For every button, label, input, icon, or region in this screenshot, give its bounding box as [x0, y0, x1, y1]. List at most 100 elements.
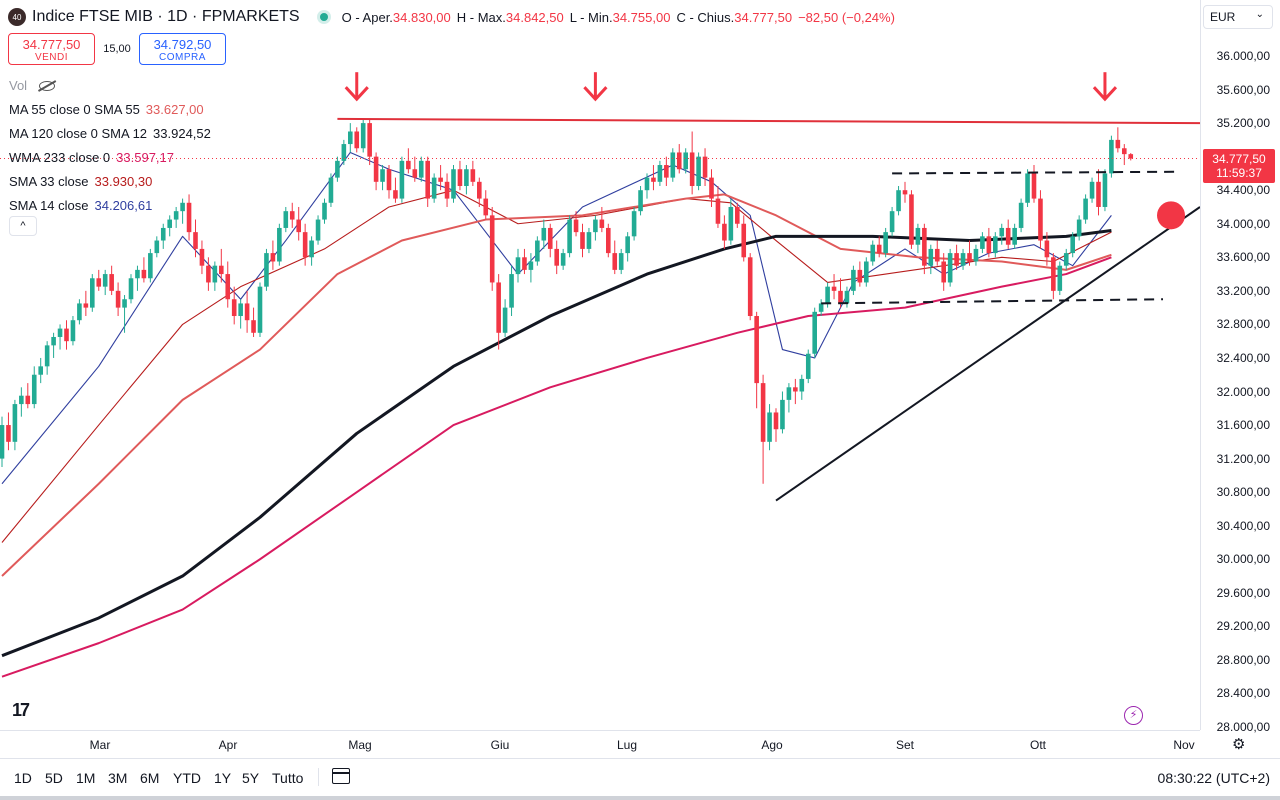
buy-button[interactable]: 34.792,50 COMPRA: [139, 33, 226, 65]
candle-body: [851, 269, 856, 291]
candle-body: [315, 219, 321, 241]
vol-label: Vol: [9, 78, 28, 93]
candle-body: [780, 399, 785, 430]
candle-body: [689, 152, 695, 187]
candle-body: [831, 286, 837, 291]
candle-body: [1018, 202, 1024, 228]
price-chart[interactable]: [0, 0, 1200, 730]
price-tick-label: 35.200,00: [1216, 116, 1270, 131]
time-axis[interactable]: Mar Apr Mag Giu Lug Ago Set Ott Nov: [0, 730, 1200, 758]
sell-price: 34.777,50: [22, 37, 81, 52]
candle-body: [864, 261, 869, 283]
timeframe-button-1y[interactable]: 1Y: [214, 770, 232, 786]
candle-body: [393, 190, 398, 199]
candle-body: [457, 169, 463, 187]
tradingview-logo-icon[interactable]: 17: [12, 700, 30, 720]
candle-body: [425, 160, 430, 199]
candle-body: [735, 206, 740, 224]
lightning-icon[interactable]: ⚡: [1124, 706, 1143, 725]
candle-body: [302, 232, 308, 258]
candle-body: [670, 152, 676, 178]
candle-body: [883, 232, 888, 254]
eye-hidden-icon[interactable]: [39, 81, 56, 91]
time-tick-label: Mar: [89, 738, 111, 752]
price-tick-label: 32.400,00: [1216, 350, 1270, 365]
candle-body: [535, 240, 540, 262]
symbol-logo-badge[interactable]: 40: [8, 8, 26, 26]
candle-body: [348, 131, 353, 145]
price-tick-label: 29.600,00: [1216, 585, 1270, 600]
candle-body: [606, 227, 611, 254]
open-value: 34.830,00: [392, 9, 451, 25]
indicator-legend: Vol MA 55 close 0 SMA 55 33.627,00 MA 12…: [9, 74, 211, 218]
timeframe-button-5d[interactable]: 5D: [45, 770, 63, 786]
channel-top-dashed-line: [892, 170, 1176, 175]
legend-sma33[interactable]: SMA 33 close 33.930,30: [9, 170, 211, 194]
candle-body: [206, 265, 211, 283]
candle-body: [599, 219, 605, 228]
legend-vol[interactable]: Vol: [9, 74, 211, 98]
candle-body: [360, 123, 366, 149]
clock-readout[interactable]: 08:30:22 (UTC+2): [1157, 770, 1270, 786]
candle-body: [876, 244, 882, 254]
candle-body: [980, 236, 985, 249]
candle-body: [973, 248, 979, 262]
market-open-dot-icon: [319, 13, 328, 21]
legend-ma55[interactable]: MA 55 close 0 SMA 55 33.627,00: [9, 98, 211, 122]
candle-body: [438, 177, 443, 182]
candle-body: [180, 202, 185, 212]
candle-body: [1109, 139, 1114, 174]
legend-collapse-button[interactable]: ^: [9, 216, 37, 236]
candle-body: [477, 181, 482, 199]
candle-body: [19, 395, 24, 405]
candle-body: [844, 290, 850, 304]
timeframe-button-6m[interactable]: 6M: [140, 770, 160, 786]
legend-sma14[interactable]: SMA 14 close 34.206,61: [9, 194, 211, 218]
timeframe-button-ytd[interactable]: YTD: [173, 770, 201, 786]
candle-body: [1044, 240, 1050, 258]
bottom-toolbar: [0, 758, 1280, 800]
symbol-title[interactable]: Indice FTSE MIB · 1D · FPMARKETS: [32, 8, 300, 25]
price-axis[interactable]: 36.000,0035.600,0035.200,0034.800,0034.4…: [1200, 0, 1280, 734]
candle-body: [283, 211, 289, 228]
candle-body: [915, 227, 921, 245]
high-label: H - Max.: [456, 9, 506, 25]
candle-body: [722, 223, 727, 241]
gear-icon[interactable]: ⚙: [1232, 736, 1246, 753]
legend-wma233[interactable]: WMA 233 close 0 33.597,17: [9, 146, 211, 170]
timeframe-button-tutto[interactable]: Tutto: [272, 770, 304, 786]
candle-body: [328, 177, 334, 203]
ohlc-open: O - Aper.34.830,00: [342, 10, 451, 25]
timeframe-button-1d[interactable]: 1D: [14, 770, 32, 786]
price-tick-label: 31.200,00: [1216, 451, 1270, 466]
candle-body: [219, 265, 224, 275]
candle-body: [954, 253, 959, 266]
candle-body: [135, 269, 140, 279]
candle-body: [199, 248, 205, 266]
timeframe-button-5y[interactable]: 5Y: [242, 770, 260, 786]
price-tick-label: 28.800,00: [1216, 652, 1270, 667]
legend-ma120[interactable]: MA 120 close 0 SMA 12 33.924,52: [9, 122, 211, 146]
price-tick-label: 28.000,00: [1216, 720, 1270, 734]
legend-item-value: 33.627,00: [145, 102, 204, 117]
sell-button[interactable]: 34.777,50 VENDI: [8, 33, 95, 65]
candle-body: [70, 320, 76, 342]
candle-body: [793, 387, 798, 392]
timeframe-button-1m[interactable]: 1M: [76, 770, 96, 786]
timeframe-button-3m[interactable]: 3M: [108, 770, 128, 786]
candle-body: [277, 227, 282, 262]
candle-body: [541, 227, 547, 241]
candle-body: [986, 236, 992, 254]
support-trendline: [775, 206, 1200, 502]
candle-body: [148, 253, 153, 279]
open-label: O - Aper.: [341, 9, 393, 25]
currency-select[interactable]: EUR ⌄: [1203, 5, 1273, 29]
calendar-range-icon[interactable]: [332, 768, 350, 784]
candle-body: [418, 160, 424, 178]
candle-body: [799, 378, 805, 392]
price-tick-label: 32.800,00: [1216, 317, 1270, 332]
candle-body: [412, 169, 418, 178]
candle-body: [515, 257, 521, 275]
candle-body: [573, 219, 579, 233]
time-tick-label: Nov: [1173, 738, 1195, 752]
